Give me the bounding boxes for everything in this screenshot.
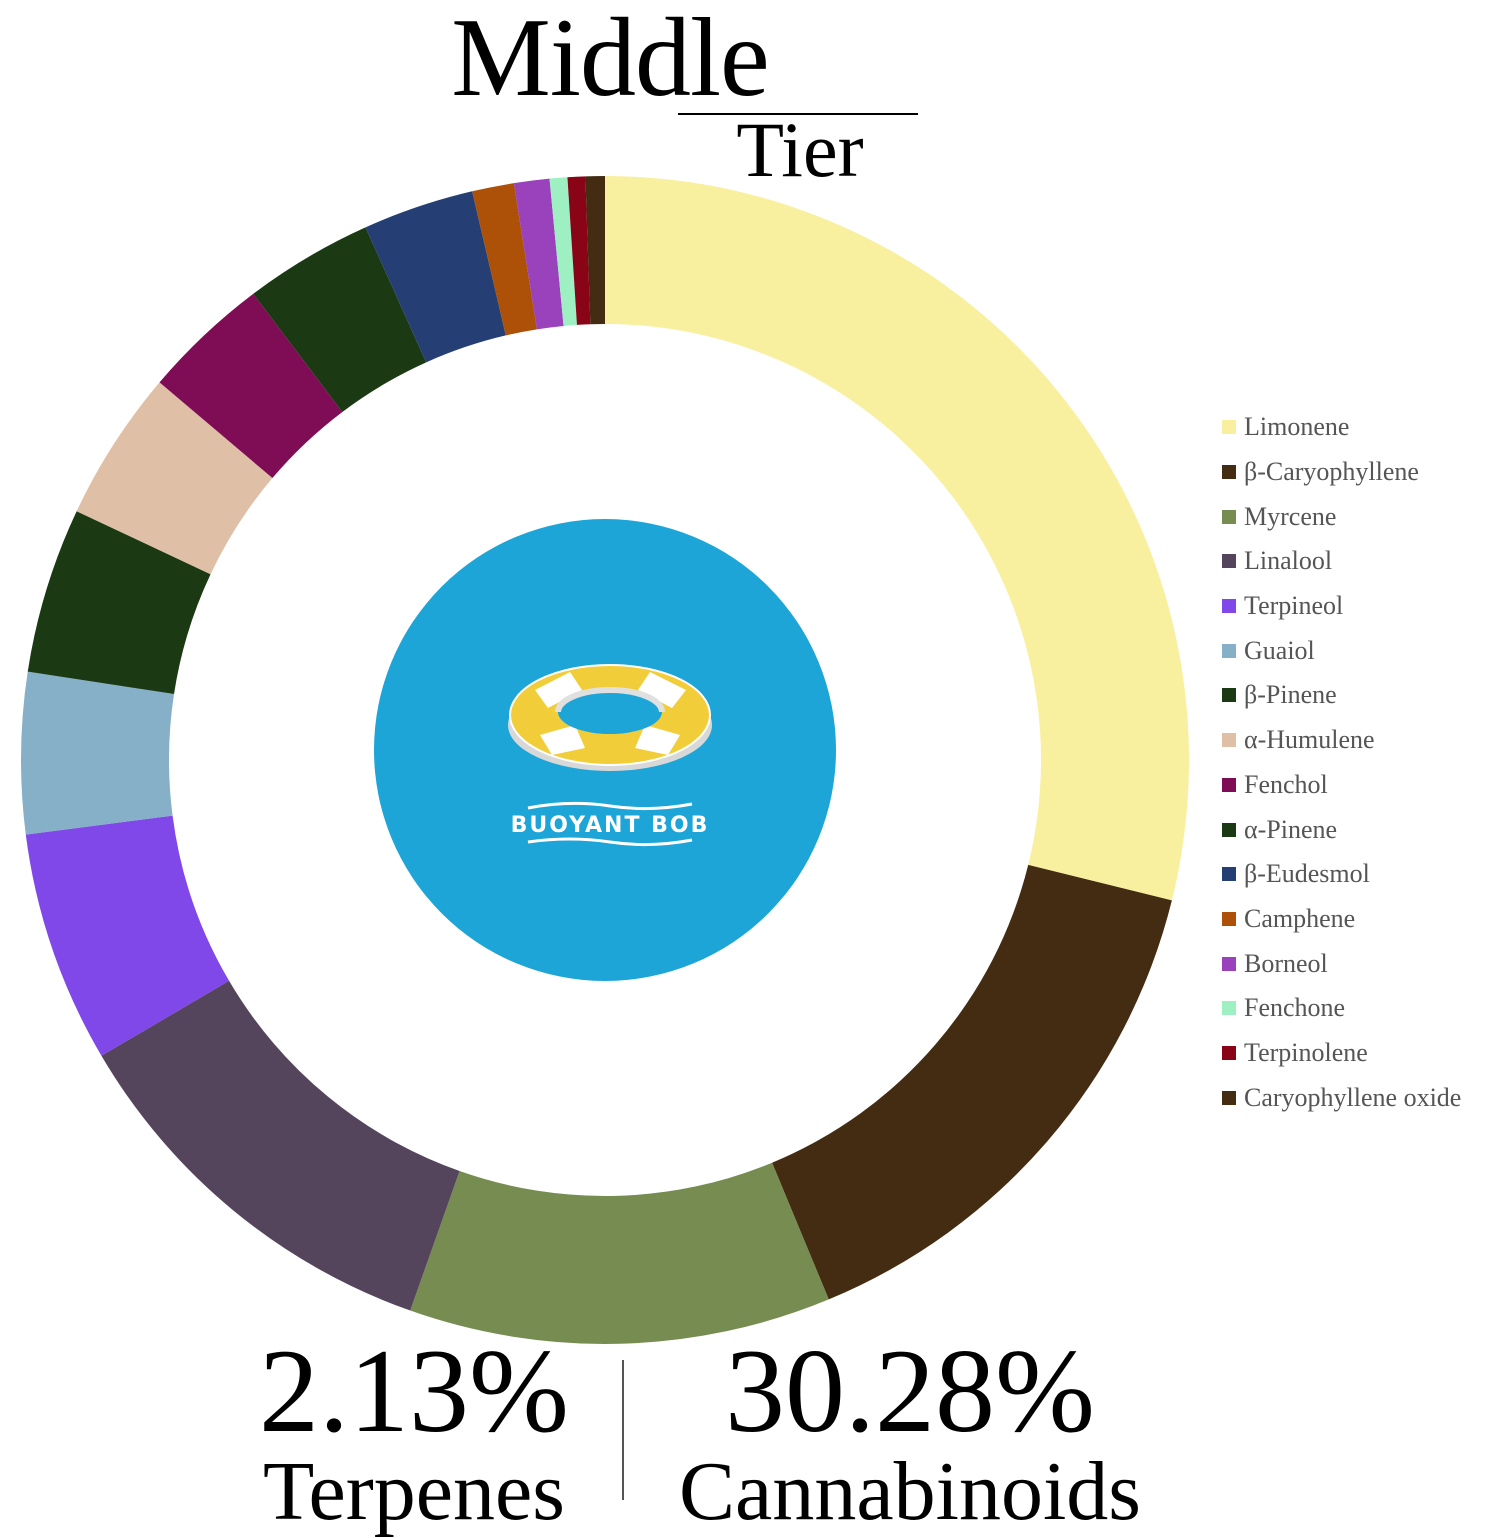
legend-label: Guaiol [1244, 635, 1315, 665]
legend-label: Terpineol [1244, 591, 1344, 621]
lifebuoy-icon [508, 664, 712, 771]
donut-slices [20, 176, 1189, 1345]
legend-item-myrcene: Myrcene [1222, 494, 1461, 539]
logo: BUOYANT BOB [374, 519, 836, 981]
slice-borneol [513, 178, 564, 330]
stats-divider [622, 1360, 624, 1500]
legend-item-borneol: Borneol [1222, 941, 1461, 986]
legend-label: Caryophyllene oxide [1244, 1082, 1462, 1112]
legend-label: α-Pinene [1244, 814, 1338, 844]
slice-pinene [253, 227, 427, 412]
legend-item-caryophyllene-oxide: Caryophyllene oxide [1222, 1075, 1461, 1120]
legend-swatch [1222, 465, 1236, 480]
legend-item-fenchol: Fenchol [1222, 763, 1461, 808]
legend-label: Terpinolene [1244, 1037, 1368, 1067]
legend-swatch [1222, 822, 1236, 837]
cannabinoids-label: Cannabinoids [679, 1445, 1141, 1538]
legend-swatch [1222, 867, 1236, 882]
legend-label: β-Eudesmol [1244, 859, 1370, 889]
chart-title: Middle [451, 0, 770, 120]
slice-terpinolene [567, 176, 591, 325]
legend-item-fenchone: Fenchone [1222, 986, 1461, 1031]
legend-swatch [1222, 643, 1236, 658]
slice-fenchol [159, 293, 343, 479]
slice-terpineol [25, 815, 230, 1056]
legend-item-caryophyllene: β-Caryophyllene [1222, 450, 1461, 495]
legend-item-humulene: α-Humulene [1222, 718, 1461, 763]
legend-item-eudesmol: β-Eudesmol [1222, 852, 1461, 897]
slice-caryophyllene [772, 864, 1172, 1300]
title-underline [678, 113, 918, 115]
legend-label: β-Pinene [1244, 680, 1337, 710]
legend-item-pinene: α-Pinene [1222, 807, 1461, 852]
slice-camphene [472, 183, 537, 336]
legend-item-guaiol: Guaiol [1222, 628, 1461, 673]
legend-swatch [1222, 1001, 1236, 1016]
legend-label: Camphene [1244, 903, 1356, 933]
logo-name: BUOYANT BOB [511, 813, 710, 838]
legend-swatch [1222, 777, 1236, 792]
slice-fenchone [549, 177, 577, 326]
legend-item-camphene: Camphene [1222, 897, 1461, 942]
logo-wave-bottom [527, 837, 693, 847]
legend-swatch [1222, 733, 1236, 748]
terpenes-stat: 2.13% Terpenes [214, 1324, 614, 1538]
legend-label: β-Caryophyllene [1244, 457, 1419, 487]
legend-swatch [1222, 599, 1236, 614]
cannabinoids-value: 30.28% [725, 1324, 1095, 1457]
slice-linalool [101, 980, 460, 1311]
legend-item-terpineol: Terpineol [1222, 584, 1461, 629]
legend-swatch [1222, 1090, 1236, 1105]
slice-limonene [605, 176, 1189, 901]
legend-item-terpinolene: Terpinolene [1222, 1031, 1461, 1076]
chart-legend: Limonene β-Caryophyllene Myrcene Linalool Te… [1222, 405, 1461, 1120]
terpenes-value: 2.13% [259, 1324, 569, 1457]
cannabinoids-stat: 30.28% Cannabinoids [650, 1324, 1170, 1538]
legend-label: Fenchol [1244, 769, 1328, 799]
legend-label: α-Humulene [1244, 725, 1375, 755]
slice-humulene [76, 382, 273, 575]
slice-eudesmol [365, 191, 506, 363]
legend-item-pinene: β-Pinene [1222, 673, 1461, 718]
slice-guaiol [20, 671, 175, 835]
legend-label: Fenchone [1244, 993, 1346, 1023]
legend-label: Linalool [1244, 546, 1333, 576]
terpenes-label: Terpenes [263, 1445, 565, 1538]
legend-swatch [1222, 554, 1236, 569]
legend-swatch [1222, 911, 1236, 926]
legend-swatch [1222, 420, 1236, 435]
logo-wave-top [527, 801, 693, 811]
legend-label: Limonene [1244, 412, 1350, 442]
legend-swatch [1222, 956, 1236, 971]
legend-label: Myrcene [1244, 501, 1337, 531]
slice-pinene [27, 511, 211, 695]
legend-label: Borneol [1244, 948, 1328, 978]
legend-swatch [1222, 509, 1236, 524]
legend-item-limonene: Limonene [1222, 405, 1461, 450]
legend-item-linalool: Linalool [1222, 539, 1461, 584]
legend-swatch [1222, 688, 1236, 703]
donut-chart: BUOYANT BOB [20, 176, 1189, 1345]
chart-subtitle: Tier [736, 106, 864, 193]
slice-myrcene [410, 1162, 829, 1345]
legend-swatch [1222, 1045, 1236, 1060]
slice-caryophyllene-oxide [585, 176, 605, 325]
